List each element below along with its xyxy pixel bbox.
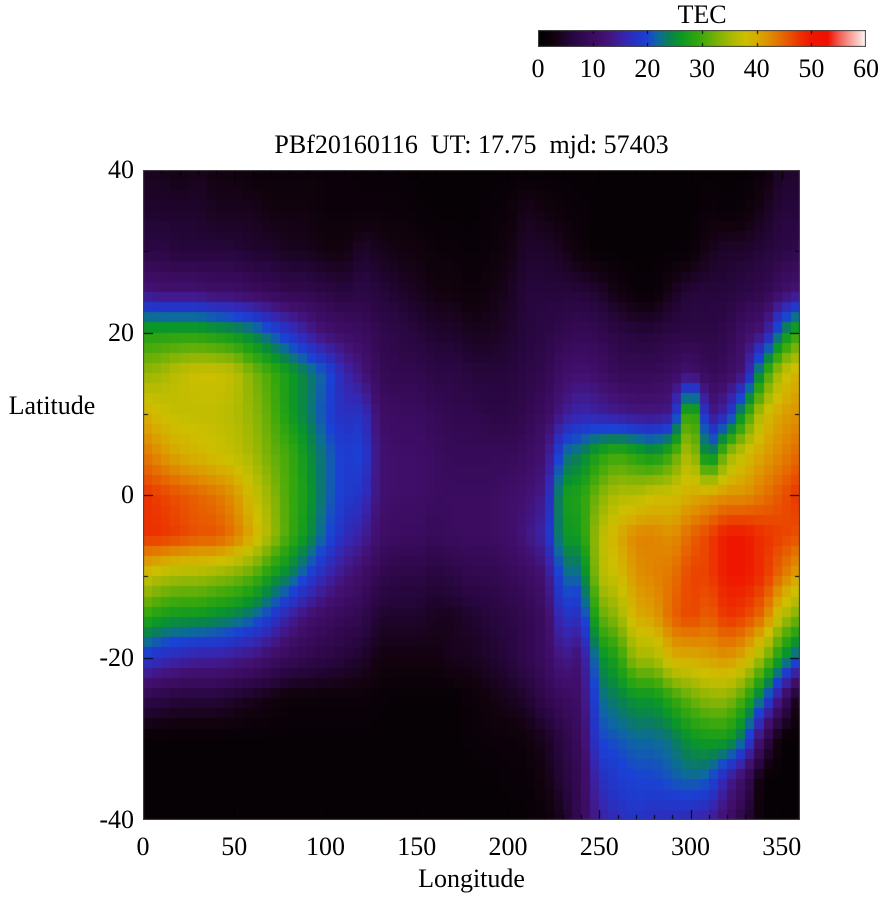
- x-tick-label: 50: [221, 832, 248, 861]
- y-axis-label: Latitude: [8, 391, 96, 420]
- colorbar-tick-label: 30: [689, 54, 715, 83]
- x-tick-label: 300: [671, 832, 710, 861]
- colorbar-tick-label: 40: [743, 54, 770, 83]
- colorbar-title: TEC: [677, 0, 727, 29]
- x-tick-label: 250: [579, 832, 619, 861]
- x-tick-label: 200: [488, 832, 528, 861]
- x-tick-label: 0: [136, 832, 150, 861]
- y-tick-label: 20: [108, 317, 134, 347]
- colorbar-tick-label: 60: [853, 54, 878, 83]
- plot-title: PBf20160116 UT: 17.75 mjd: 57403: [274, 130, 669, 159]
- colorbar-canvas: [538, 30, 866, 47]
- y-tick-label: -40: [99, 805, 134, 834]
- colorbar-tick-label: 20: [634, 54, 661, 83]
- colorbar-tick-label: 10: [579, 54, 606, 83]
- x-axis-label: Longitude: [418, 864, 525, 893]
- colorbar-tick-label: 50: [798, 54, 825, 83]
- x-tick-label: 350: [762, 832, 802, 861]
- x-tick-label: 100: [306, 832, 345, 861]
- y-tick-label: 40: [108, 155, 134, 184]
- y-tick-label: -20: [99, 642, 134, 672]
- x-tick-label: 150: [397, 832, 437, 861]
- heatmap-canvas: [143, 170, 800, 820]
- colorbar-tick-label: 0: [531, 54, 545, 83]
- y-tick-label: 0: [121, 480, 134, 509]
